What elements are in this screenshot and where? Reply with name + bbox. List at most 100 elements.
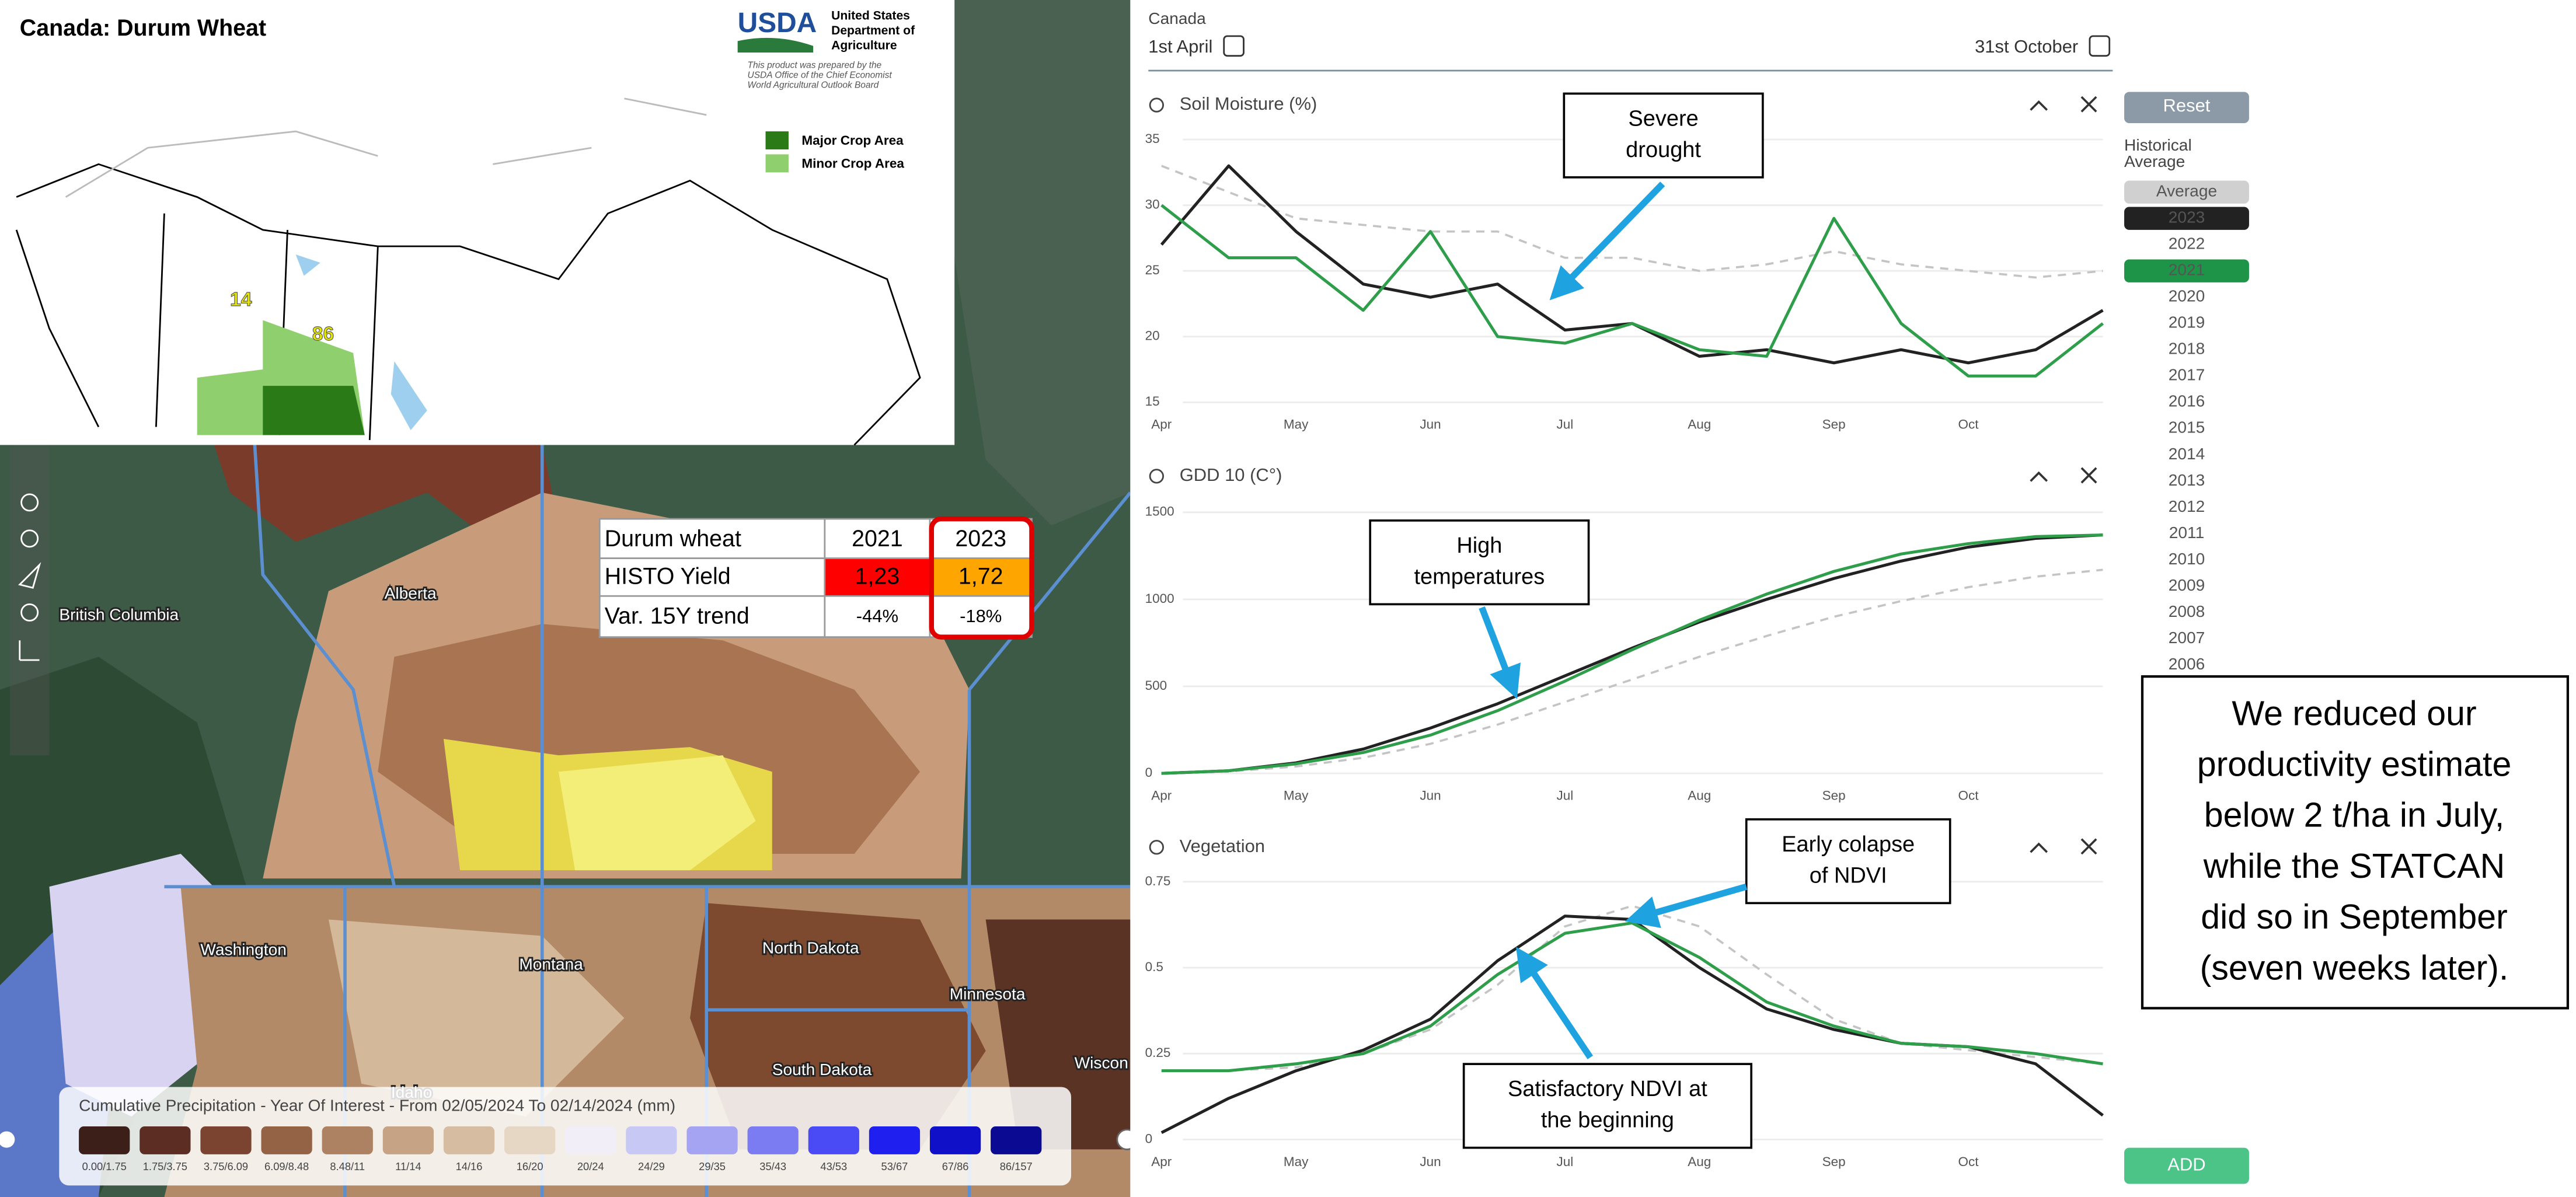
precip-area [558, 755, 756, 871]
table-header: Durum wheat [605, 526, 741, 552]
legend-bin: 3.75/6.09 [204, 1160, 248, 1172]
legend-swatch [443, 1126, 495, 1154]
x-tick-label: Jun [1420, 788, 1441, 802]
terrain [920, 0, 1131, 526]
x-tick-label: Sep [1822, 1154, 1846, 1169]
year-item[interactable]: 2022 [2169, 235, 2205, 253]
x-tick-label: Aug [1688, 1154, 1711, 1169]
series-line [1161, 165, 2103, 279]
year-item[interactable]: 2021 [2169, 261, 2205, 279]
legend-label: Major Crop Area [801, 133, 904, 148]
y-tick-label: 500 [1145, 678, 1167, 693]
legend-bin: 43/53 [820, 1160, 847, 1172]
close-button[interactable] [2080, 96, 2097, 113]
year-item[interactable]: 2013 [2169, 471, 2205, 489]
y-tick-label: 0 [1145, 1131, 1153, 1146]
legend-bin: 86/157 [1000, 1160, 1033, 1172]
usda-logo-mark [737, 37, 814, 53]
series-line [1160, 204, 2104, 378]
year-item[interactable]: 2014 [2169, 445, 2205, 463]
year-item[interactable]: 2007 [2169, 629, 2205, 647]
table-cell: HISTO Yield [605, 564, 731, 589]
year-item[interactable]: 2006 [2169, 655, 2205, 673]
collapse-button[interactable] [2030, 471, 2048, 482]
x-tick-label: Jul [1557, 1154, 1574, 1169]
inset-title: Canada: Durum Wheat [20, 15, 266, 41]
legend-swatch [765, 131, 789, 150]
year-item[interactable]: 2008 [2169, 602, 2205, 620]
chart: GDD 10 (C°) 0 500 1000 1500 Apr May Jun Jul Aug Se… [1145, 465, 2103, 802]
year-item[interactable]: 2015 [2169, 418, 2205, 437]
y-tick-label: 0.75 [1145, 874, 1171, 888]
search[interactable] [20, 603, 39, 622]
panel-toggle[interactable] [0, 1131, 15, 1148]
table-cell: 1,72 [958, 564, 1003, 589]
legend-bin: 8.48/11 [330, 1160, 365, 1172]
add-button[interactable] [2124, 1147, 2249, 1184]
item-highlight[interactable] [2124, 180, 2249, 204]
calendar-icon[interactable] [2089, 35, 2111, 57]
legend-bin: 29/35 [699, 1160, 726, 1172]
calendar-icon[interactable] [1223, 35, 1245, 57]
legend-bin: 0.00/1.75 [82, 1160, 127, 1172]
reset-button[interactable] [2124, 92, 2249, 124]
chart-icon [1149, 840, 1165, 855]
callout-arrow [1479, 606, 1521, 699]
chart-title: GDD 10 (C°) [1180, 465, 1282, 485]
inset-bg [0, 0, 955, 445]
y-tick-label: 1000 [1145, 591, 1174, 606]
legend-swatch [504, 1126, 556, 1154]
table-cell: -18% [960, 606, 1002, 626]
year-item[interactable]: 2023 [2169, 208, 2205, 226]
legend-swatch [991, 1126, 1042, 1154]
chart-icon [1149, 97, 1165, 113]
item-highlight[interactable] [2124, 207, 2249, 230]
zoom-out[interactable] [20, 529, 39, 548]
add-label[interactable]: ADD [2167, 1154, 2205, 1175]
cell-bg [824, 558, 930, 596]
cell-bg [929, 558, 1032, 596]
navigate[interactable] [18, 561, 41, 589]
year-item[interactable]: 2016 [2169, 392, 2205, 410]
close-button[interactable] [2080, 838, 2097, 855]
y-tick-label: 30 [1145, 197, 1160, 212]
year-item[interactable]: Average [2156, 182, 2217, 200]
year-item[interactable]: 2018 [2169, 340, 2205, 358]
callout-text: of NDVI [1810, 863, 1887, 888]
collapse-button[interactable] [2030, 842, 2048, 853]
x-tick-label: Oct [1958, 1154, 1979, 1169]
start-date[interactable]: 1st April [1148, 36, 1212, 57]
callout-text: temperatures [1414, 564, 1545, 589]
note: World Agricultural Outlook Board [748, 80, 880, 90]
callout-box [1369, 519, 1590, 606]
close-button[interactable] [2080, 467, 2097, 484]
zoom-in[interactable] [20, 493, 39, 512]
usda-logo: USDA [738, 8, 817, 39]
x-tick-label: Apr [1151, 417, 1172, 432]
year-item[interactable]: 2009 [2169, 576, 2205, 594]
year-item[interactable]: 2011 [2169, 524, 2204, 542]
series-line [1161, 905, 2103, 1072]
precip-area [213, 443, 559, 542]
callout-arrow [1549, 182, 1665, 301]
legend-swatch [808, 1126, 859, 1154]
item-highlight[interactable] [2124, 259, 2249, 282]
year-item[interactable]: 2012 [2169, 497, 2205, 515]
year-item[interactable]: 2017 [2169, 366, 2205, 384]
series-line [1161, 533, 2103, 775]
legend-swatch [765, 154, 789, 173]
measure[interactable] [19, 640, 40, 661]
legend-bin: 20/24 [577, 1160, 604, 1172]
y-tick-label: 25 [1145, 263, 1160, 277]
map-label: Wiscon [1075, 1054, 1128, 1072]
end-date[interactable]: 31st October [1975, 36, 2078, 57]
note-line: We reduced our [2232, 694, 2476, 732]
year-item[interactable]: 2019 [2169, 313, 2205, 331]
year-item[interactable]: 2010 [2169, 550, 2205, 568]
y-tick-label: 0 [1145, 765, 1153, 780]
legend-swatch [747, 1126, 799, 1154]
reset-label[interactable]: Reset [2163, 95, 2211, 116]
year-item[interactable]: 2020 [2169, 287, 2205, 305]
legend-title: Cumulative Precipitation - Year Of Inter… [79, 1097, 675, 1115]
collapse-button[interactable] [2030, 100, 2048, 111]
